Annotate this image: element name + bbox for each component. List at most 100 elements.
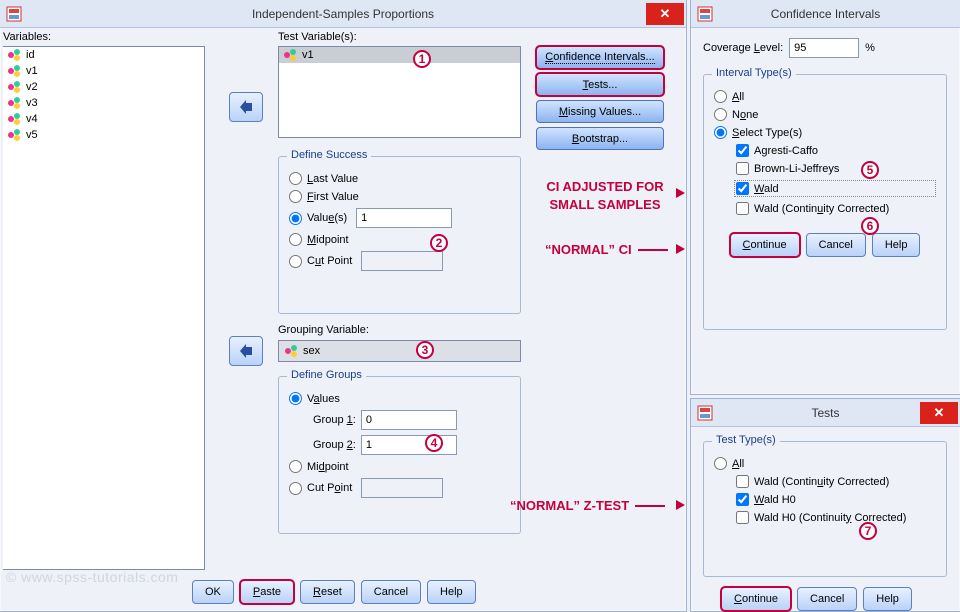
groups-cutpoint-input <box>361 478 443 498</box>
tests-wald-h0-cc-check[interactable]: Wald H0 (Continuity Corrected) <box>736 511 936 524</box>
tests-titlebar: Tests ✕ <box>691 399 960 427</box>
independent-samples-dialog: Independent-Samples Proportions ✕ Variab… <box>0 0 687 612</box>
nominal-icon <box>7 112 21 126</box>
agresti-caffo-check[interactable]: Agresti-Caffo <box>736 144 936 157</box>
test-types-group: Test Type(s) All Wald (Continuity Correc… <box>703 441 947 577</box>
arrow-left-icon <box>238 100 254 114</box>
variables-label: Variables: <box>3 31 51 43</box>
groups-values-radio[interactable]: Values <box>289 392 510 405</box>
annotation-circle-2: 2 <box>430 234 448 252</box>
group2-row: Group 2: <box>313 435 510 455</box>
interval-all-radio[interactable]: All <box>714 90 936 103</box>
missing-values-button[interactable]: Missing Values... <box>536 100 664 123</box>
confidence-intervals-dialog: Confidence Intervals Coverage Level: % I… <box>690 0 960 395</box>
test-variable-list[interactable]: v1 <box>278 46 521 138</box>
tests-cancel-button[interactable]: Cancel <box>797 587 857 611</box>
arrow-right-icon <box>676 244 685 254</box>
tests-wald-h0-check[interactable]: Wald H0 <box>736 493 936 506</box>
help-button[interactable]: Help <box>427 580 476 604</box>
arrow-right-icon <box>676 500 685 510</box>
ci-continue-button[interactable]: Continue <box>730 233 800 257</box>
tests-all-radio[interactable]: All <box>714 457 936 470</box>
ci-titlebar: Confidence Intervals <box>691 0 960 28</box>
wald-cc-check[interactable]: Wald (Continuity Corrected) <box>736 202 936 215</box>
brown-li-jeffreys-check[interactable]: Brown-Li-Jeffreys <box>736 162 936 175</box>
cutpoint-radio[interactable]: Cut Point <box>289 251 510 271</box>
paste-button[interactable]: Paste <box>240 580 294 604</box>
main-title: Independent-Samples Proportions <box>0 7 686 21</box>
var-name: v1 <box>302 49 314 61</box>
arrow-right-icon <box>676 188 685 198</box>
coverage-row: Coverage Level: % <box>703 38 950 58</box>
reset-button[interactable]: Reset <box>300 580 355 604</box>
define-groups-title: Define Groups <box>287 369 366 381</box>
cancel-button[interactable]: Cancel <box>361 580 421 604</box>
test-types-title: Test Type(s) <box>712 434 780 446</box>
values-radio[interactable]: Value(s) <box>289 208 510 228</box>
last-value-radio[interactable]: Last Value <box>289 172 510 185</box>
define-success-group: Define Success Last Value First Value Va… <box>278 156 521 314</box>
test-variable-label: Test Variable(s): <box>278 31 357 43</box>
define-success-title: Define Success <box>287 149 371 161</box>
nominal-icon <box>7 80 21 94</box>
var-name: v4 <box>26 113 38 125</box>
var-item: v3 <box>3 95 204 111</box>
ok-button[interactable]: OK <box>192 580 234 604</box>
grouping-variable-field[interactable]: sex <box>278 340 521 362</box>
group1-input[interactable] <box>361 410 457 430</box>
confidence-intervals-button[interactable]: Confidence Intervals... <box>536 46 664 69</box>
callout-ci-small: CI ADJUSTED FORSMALL SAMPLES <box>525 178 685 213</box>
tests-button[interactable]: Tests... <box>536 73 664 96</box>
nominal-icon <box>7 96 21 110</box>
var-item: v5 <box>3 127 204 143</box>
annotation-circle-3: 3 <box>416 341 434 359</box>
var-item: id <box>3 47 204 63</box>
ci-help-button[interactable]: Help <box>872 233 921 257</box>
var-item: v1 <box>3 63 204 79</box>
grouping-variable-label: Grouping Variable: <box>278 324 369 336</box>
watermark: © www.spss-tutorials.com <box>6 569 178 585</box>
annotation-circle-1: 1 <box>413 50 431 68</box>
tests-help-button[interactable]: Help <box>863 587 912 611</box>
bootstrap-button[interactable]: Bootstrap... <box>536 127 664 150</box>
tests-wald-cc-check[interactable]: Wald (Continuity Corrected) <box>736 475 936 488</box>
wald-check[interactable]: Wald <box>734 180 936 197</box>
interval-types-group: Interval Type(s) All None Select Type(s)… <box>703 74 947 330</box>
var-name: id <box>26 49 35 61</box>
values-input[interactable] <box>356 208 452 228</box>
interval-select-radio[interactable]: Select Type(s) <box>714 126 936 139</box>
move-to-grouping-button[interactable] <box>229 336 263 366</box>
var-name: v2 <box>26 81 38 93</box>
coverage-input[interactable] <box>789 38 859 58</box>
callout-normal-ci: “NORMAL” CI <box>545 242 668 257</box>
move-to-test-button[interactable] <box>229 92 263 122</box>
main-titlebar: Independent-Samples Proportions ✕ <box>0 0 686 28</box>
tests-title: Tests <box>691 406 960 420</box>
arrow-left-icon <box>238 344 254 358</box>
groups-midpoint-radio[interactable]: Midpoint <box>289 460 510 473</box>
interval-none-radio[interactable]: None <box>714 108 936 121</box>
var-item: v1 <box>279 47 520 63</box>
source-variable-list[interactable]: id v1 v2 v3 v4 v5 <box>3 46 205 570</box>
interval-types-title: Interval Type(s) <box>712 67 796 79</box>
annotation-circle-5: 5 <box>861 161 879 179</box>
cutpoint-input <box>361 251 443 271</box>
group2-label: Group 2: <box>313 439 356 451</box>
define-groups-group: Define Groups Values Group 1: Group 2: M… <box>278 376 521 534</box>
groups-cutpoint-radio[interactable]: Cut Point <box>289 478 510 498</box>
midpoint-radio[interactable]: Midpoint <box>289 233 510 246</box>
tests-dialog: Tests ✕ Test Type(s) All Wald (Continuit… <box>690 398 960 612</box>
ci-cancel-button[interactable]: Cancel <box>806 233 866 257</box>
nominal-icon <box>7 128 21 142</box>
ci-button-row: Continue Cancel Help <box>714 233 936 257</box>
grouping-variable-name: sex <box>303 345 320 357</box>
nominal-icon <box>283 48 297 62</box>
annotation-circle-7: 7 <box>859 522 877 540</box>
nominal-icon <box>7 64 21 78</box>
tests-button-row: Continue Cancel Help <box>721 587 960 611</box>
var-item: v4 <box>3 111 204 127</box>
first-value-radio[interactable]: First Value <box>289 190 510 203</box>
percent-label: % <box>865 42 875 54</box>
group1-row: Group 1: <box>313 410 510 430</box>
tests-continue-button[interactable]: Continue <box>721 587 791 611</box>
